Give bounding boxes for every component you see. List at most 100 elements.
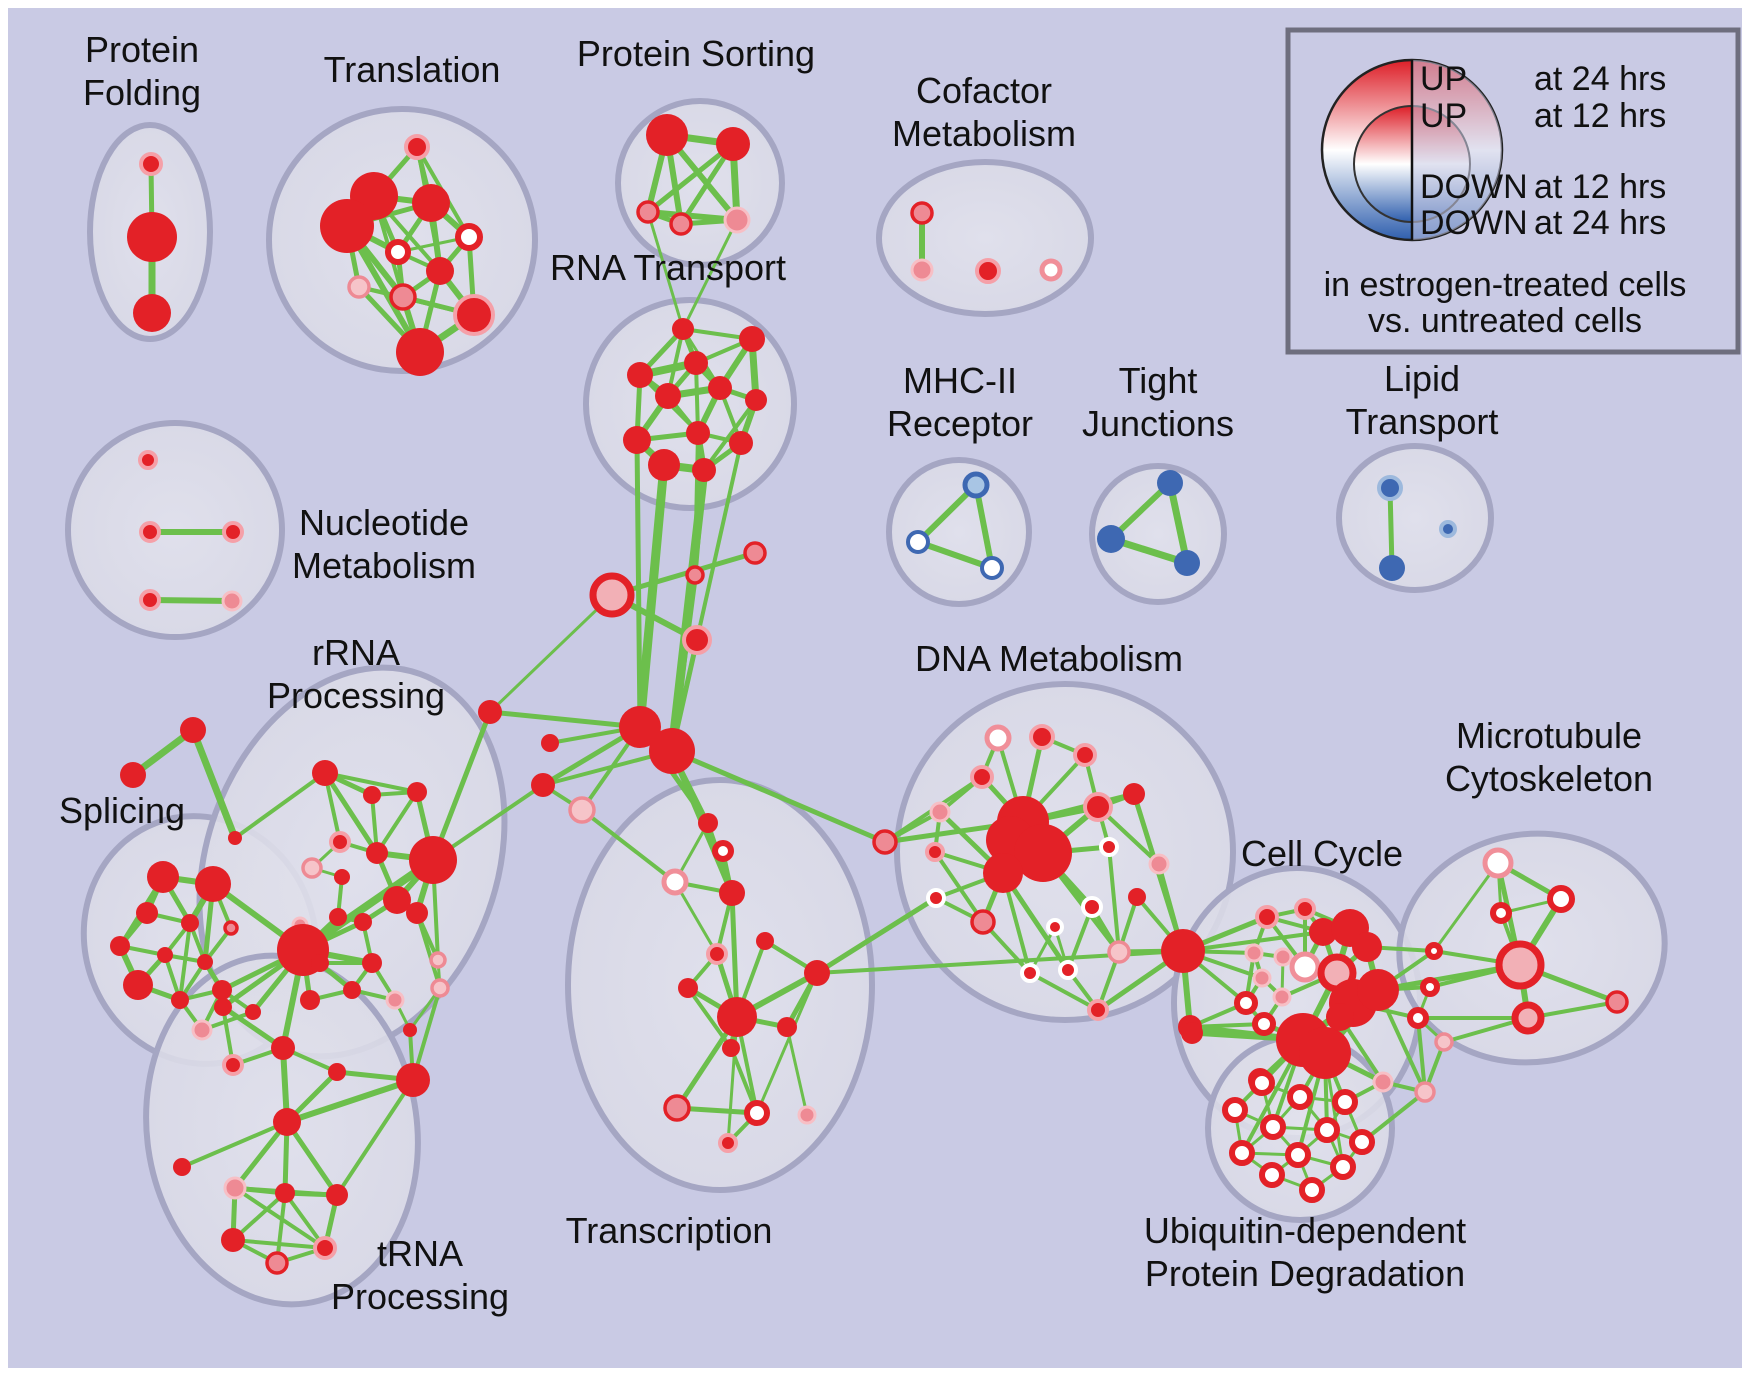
cluster-label-dna-metabolism: DNA Metabolism (915, 638, 1183, 679)
network-node-transcription (718, 1133, 738, 1153)
legend-time-label: at 24 hrs (1534, 60, 1666, 98)
network-node-lipid-transport (1379, 555, 1405, 581)
edge-link-rna-transport-hub-connectors (670, 441, 743, 753)
cluster-label-trna-processing: tRNA Processing (331, 1233, 509, 1317)
network-node-cofactor-metabolism (1039, 258, 1063, 282)
edge-trna-processing (284, 1077, 416, 1125)
network-node-translation (385, 239, 411, 265)
network-node-transcription (722, 1039, 740, 1057)
network-node-transcription (744, 1100, 770, 1126)
network-node-cell-cycle (1289, 951, 1321, 983)
edge-link-protein-sorting-rna-transport (681, 218, 739, 331)
network-node-cofactor-metabolism (910, 201, 934, 225)
network-node-splicing (136, 902, 158, 924)
network-node-transcription (712, 840, 734, 862)
network-node-hub-connectors (541, 734, 559, 752)
network-node-mhc-ii-receptor (980, 556, 1004, 580)
network-node-transcription (777, 1017, 797, 1037)
legend-direction-label: DOWN (1420, 204, 1528, 242)
edge-link-hub-connectors-rrna-processing (233, 771, 327, 840)
network-node-hub-connectors (180, 717, 206, 743)
network-node-mhc-ii-receptor (906, 530, 930, 554)
edge-hub-connectors (609, 550, 758, 598)
edge-trna-processing (233, 1186, 327, 1250)
network-node-rna-transport (684, 351, 708, 375)
network-node-transcription (663, 1094, 691, 1122)
network-node-cell-cycle (1299, 1027, 1351, 1079)
network-node-hub-connectors (589, 572, 635, 618)
network-node-rna-transport (692, 458, 716, 482)
network-node-hub-connectors (682, 625, 712, 655)
network-node-rna-transport (672, 318, 694, 340)
network-node-splicing (110, 936, 130, 956)
network-node-dna-metabolism (1128, 888, 1146, 906)
edge-trna-processing (220, 1004, 286, 1051)
network-node-hub-connectors (619, 706, 661, 748)
network-node-dna-metabolism (929, 801, 951, 823)
network-node-tight-junctions (1097, 525, 1125, 553)
network-node-cell-cycle (1372, 1071, 1394, 1093)
edge-trna-processing (180, 1120, 289, 1169)
network-node-dna-metabolism (926, 888, 946, 908)
edge-rrna-processing (375, 790, 419, 855)
network-node-protein-sorting (636, 200, 660, 224)
edge-rna-transport (702, 398, 758, 472)
network-node-cell-cycle (1357, 969, 1399, 1011)
network-node-trna-processing (396, 1063, 430, 1097)
network-node-dna-metabolism (1046, 918, 1064, 936)
edge-link-dna-metabolism-cell-cycle (1181, 930, 1325, 953)
network-node-microtubule-cytoskeleton (1511, 1001, 1545, 1035)
legend-direction-label: DOWN (1420, 168, 1528, 206)
network-node-translation (320, 199, 374, 253)
network-node-trna-processing (265, 1251, 289, 1275)
edge-transcription (755, 971, 819, 1115)
network-node-hub-connectors (743, 541, 767, 565)
network-node-rrna-processing (385, 990, 405, 1010)
network-node-nucleotide-metabolism (138, 450, 158, 470)
edge-hub-connectors (189, 726, 239, 842)
edge-rrna-processing (323, 771, 419, 794)
network-node-hub-connectors (649, 728, 695, 774)
legend-direction-label: UP (1420, 97, 1467, 135)
network-node-splicing (171, 991, 189, 1009)
network-node-trna-processing (173, 1158, 191, 1176)
network-node-trna-processing (328, 1063, 346, 1081)
network-node-ubiquitin-degradation (1229, 1140, 1255, 1166)
network-node-transcription (678, 978, 698, 998)
network-node-hub-connectors (568, 796, 596, 824)
network-node-dna-metabolism (925, 842, 945, 862)
edge-trna-processing (284, 1119, 340, 1198)
edge-link-rna-transport-hub-connectors (634, 437, 643, 730)
network-node-transcription (717, 997, 757, 1037)
network-node-rrna-processing (312, 760, 338, 786)
edge-dna-metabolism (1028, 971, 1100, 1012)
edge-rrna-processing (299, 856, 437, 954)
network-node-cell-cycle (1252, 1012, 1276, 1036)
network-node-ubiquitin-degradation (1181, 1022, 1203, 1044)
network-node-rrna-processing (343, 981, 361, 999)
network-node-cell-cycle (1244, 943, 1264, 963)
network-node-rrna-processing (311, 954, 329, 972)
cluster-transcription (565, 777, 875, 1193)
network-node-rrna-processing (406, 902, 428, 924)
network-node-transcription (797, 1105, 817, 1125)
network-node-protein-sorting (723, 206, 751, 234)
cluster-label-cell-cycle: Cell Cycle (1241, 833, 1403, 874)
edge-transcription (726, 1015, 739, 1145)
network-node-trna-processing (222, 1054, 244, 1076)
network-node-translation (426, 257, 454, 285)
network-node-splicing (123, 970, 153, 1000)
cluster-label-nucleotide-metabolism: Nucleotide Metabolism (292, 502, 476, 586)
network-node-nucleotide-metabolism (221, 590, 243, 612)
legend-time-label: at 12 hrs (1534, 168, 1666, 206)
network-node-dna-metabolism (1029, 724, 1055, 750)
network-node-cell-cycle (1352, 932, 1382, 962)
network-node-cofactor-metabolism (975, 258, 1001, 284)
network-node-ubiquitin-degradation (1332, 1089, 1358, 1115)
network-node-rrna-processing (301, 857, 323, 879)
legend-caption: in estrogen-treated cells (1324, 266, 1687, 304)
network-node-trna-processing (326, 1184, 348, 1206)
network-node-dna-metabolism (1087, 999, 1109, 1021)
edge-rrna-processing (415, 911, 442, 990)
cluster-label-protein-folding: Protein Folding (83, 29, 201, 113)
